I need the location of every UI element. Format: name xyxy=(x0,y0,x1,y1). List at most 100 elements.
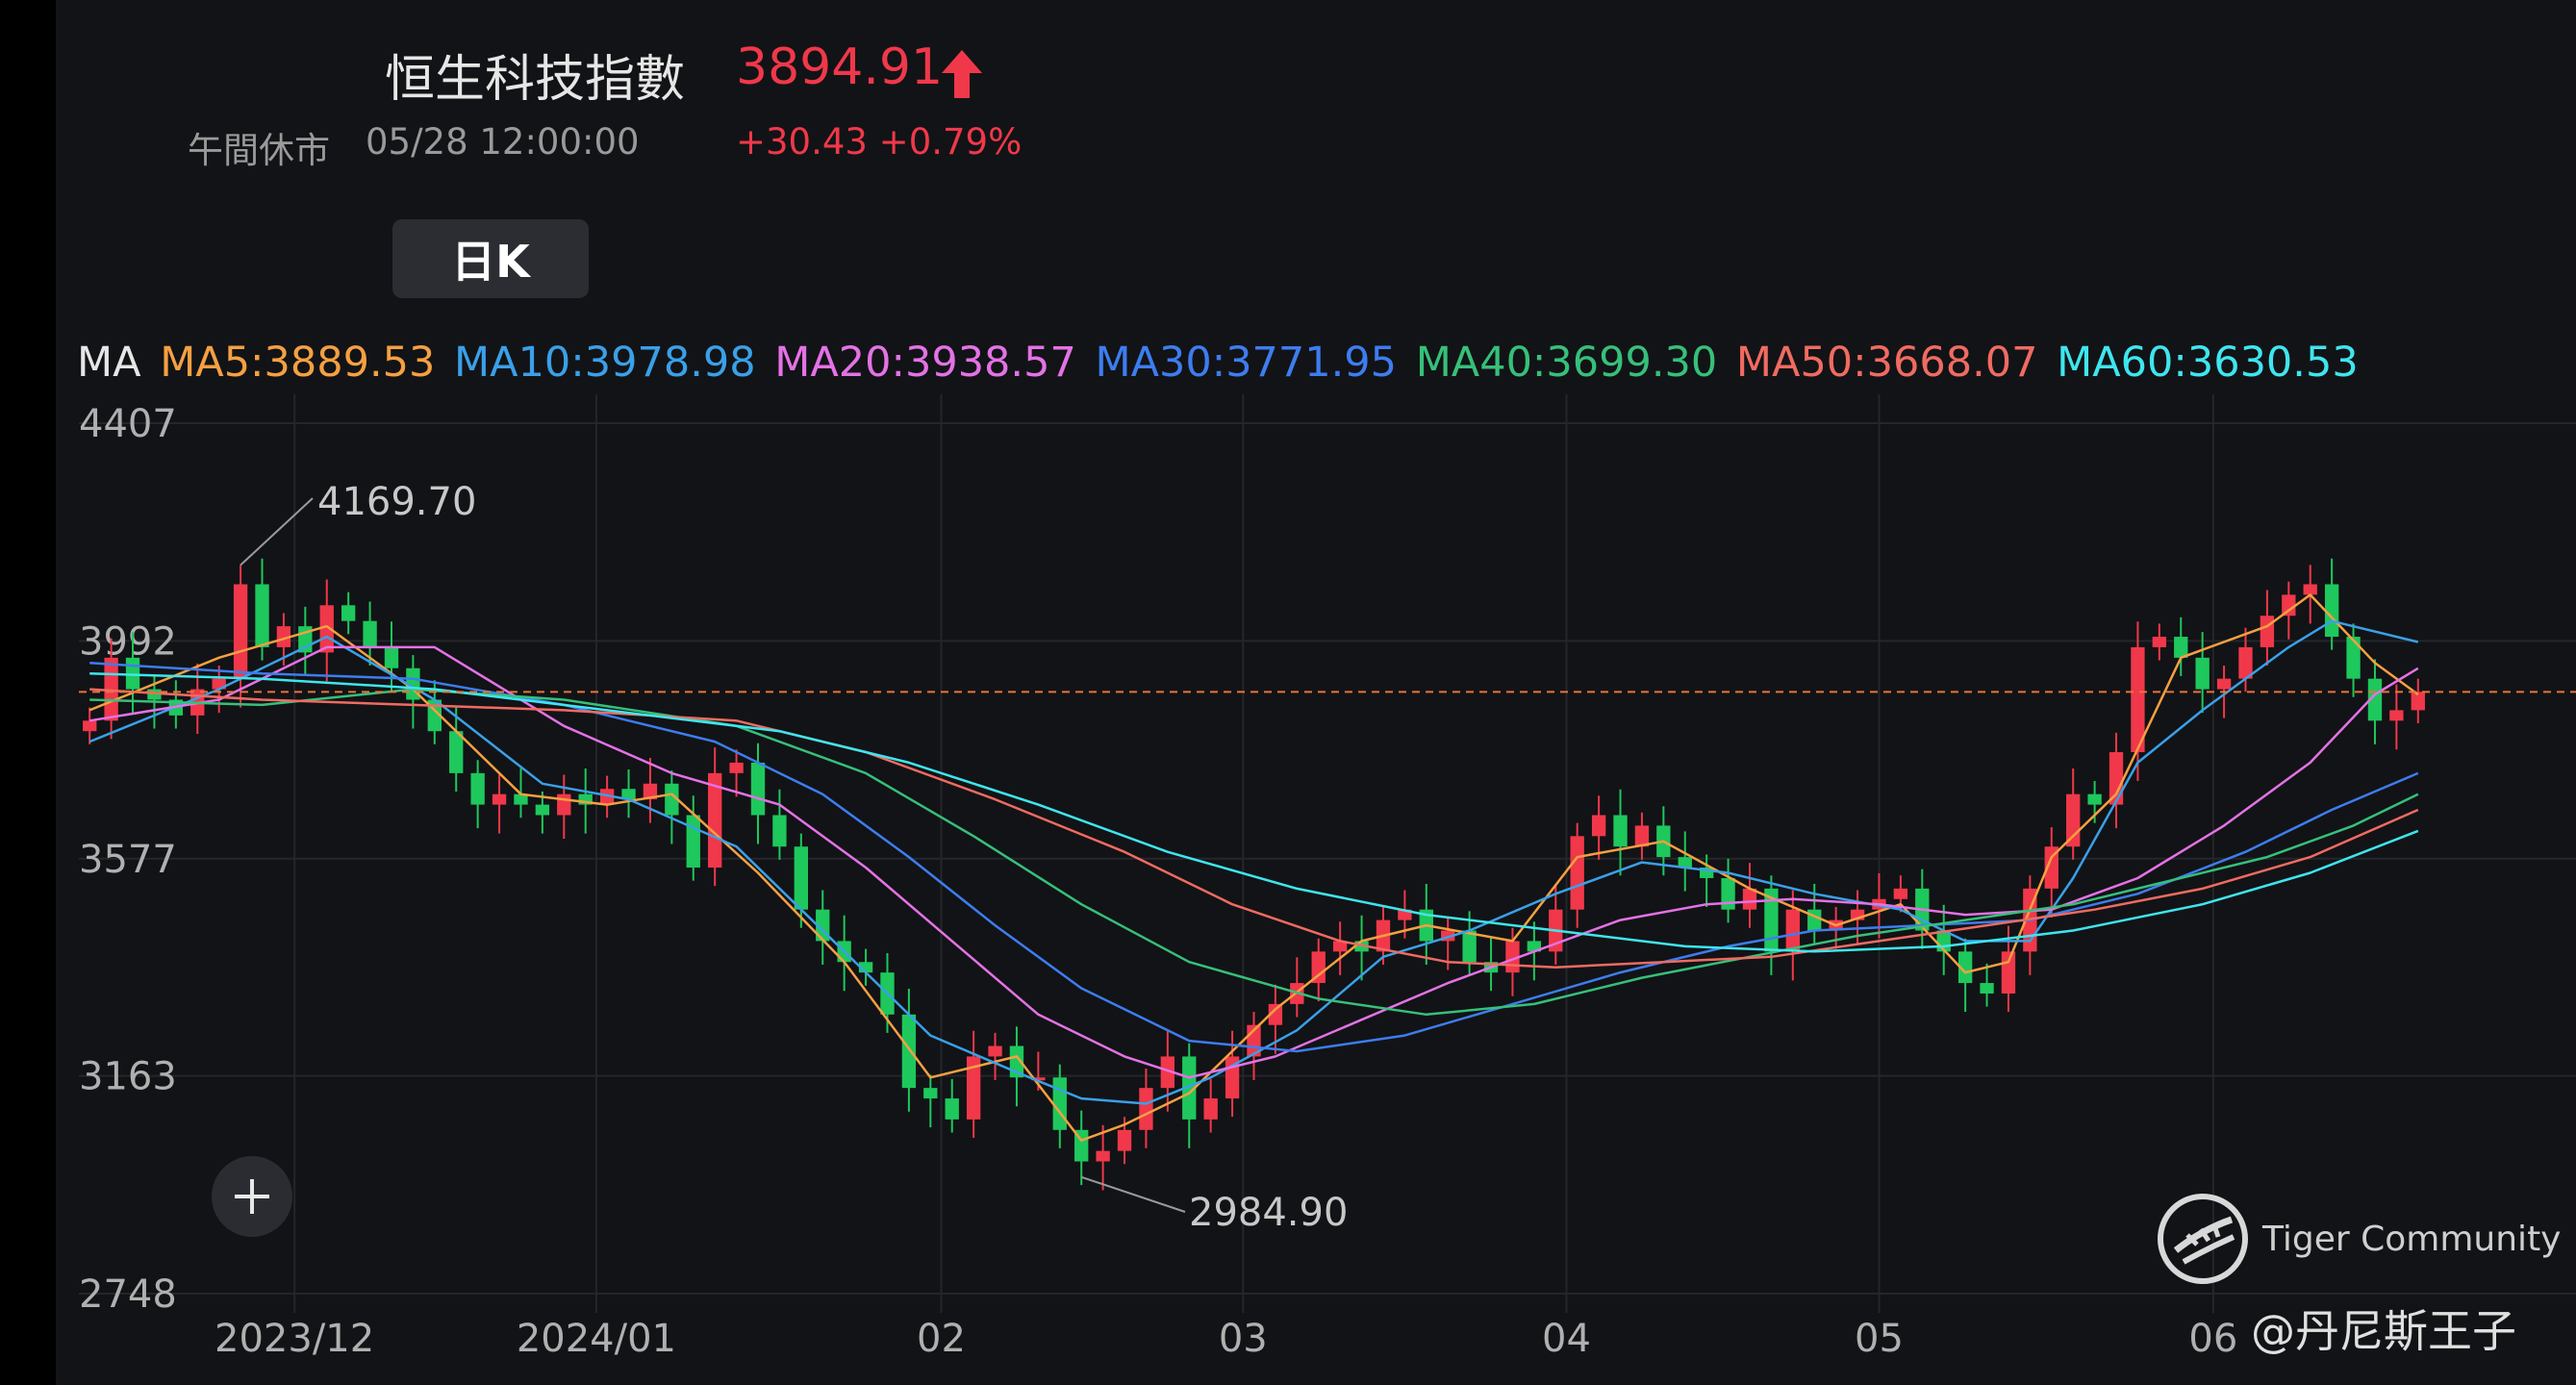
candle-body xyxy=(1031,1077,1046,1081)
ma-legend-title: MA xyxy=(77,339,141,387)
ma-legend: MA MA5:3889.53 MA10:3978.98 MA20:3938.57… xyxy=(77,339,2364,387)
candle-body xyxy=(470,772,485,805)
y-tick-label: 3577 xyxy=(79,838,177,882)
candle-body xyxy=(794,846,809,910)
candle-body xyxy=(599,789,615,805)
x-tick-label: 2023/12 xyxy=(215,1317,374,1361)
y-tick-label: 3163 xyxy=(79,1055,177,1099)
ma-legend-ma20: MA20:3938.57 xyxy=(774,339,1076,387)
candle-body xyxy=(1570,836,1584,910)
candle-body xyxy=(2216,678,2232,690)
candle-body xyxy=(1785,909,1800,952)
candle-body xyxy=(1332,941,1348,952)
candle-body xyxy=(1441,930,1455,942)
candle-body xyxy=(1957,951,1973,984)
candle-body xyxy=(255,584,269,647)
x-tick-label: 2024/01 xyxy=(517,1317,676,1361)
ma-legend-ma10: MA10:3978.98 xyxy=(454,339,756,387)
watermark-brand: Tiger Community xyxy=(2262,1220,2562,1259)
candle-body xyxy=(2044,846,2058,889)
candle-body xyxy=(665,783,679,816)
screen-edge xyxy=(0,0,56,1385)
y-tick-label: 2748 xyxy=(79,1272,177,1317)
ma-line-ma40 xyxy=(89,688,2419,1017)
candle-body xyxy=(1591,815,1606,837)
candle-body xyxy=(2260,616,2275,647)
candle-body xyxy=(1527,941,1542,952)
ma-line-ma30 xyxy=(89,662,2419,1053)
candle-body xyxy=(1096,1150,1110,1162)
candle-body xyxy=(319,605,334,653)
candle-body xyxy=(1807,909,1822,931)
candle-body xyxy=(2303,584,2317,595)
candle-body xyxy=(2152,637,2167,647)
add-indicator-button[interactable] xyxy=(212,1156,292,1237)
candle-body xyxy=(1462,930,1477,963)
up-arrow-icon xyxy=(942,50,982,98)
candle-body xyxy=(772,815,787,847)
candle-body xyxy=(1850,909,1865,920)
candle-body xyxy=(858,962,873,973)
candle-body xyxy=(2367,678,2383,721)
candle-body xyxy=(1117,1129,1132,1151)
candle-body xyxy=(621,789,636,800)
candle-body xyxy=(2411,692,2425,711)
candle-body xyxy=(514,793,528,805)
candle-body xyxy=(1160,1056,1175,1089)
candle-body xyxy=(1052,1077,1067,1130)
candle-body xyxy=(966,1056,981,1120)
candle-body xyxy=(557,793,571,816)
index-name: 恒生科技指數 xyxy=(385,51,686,109)
ma-legend-ma50: MA50:3668.07 xyxy=(1735,339,2038,387)
candle-body xyxy=(1613,815,1628,847)
candle-body xyxy=(1980,983,1994,994)
candle-body xyxy=(1311,951,1326,984)
plus-icon xyxy=(235,1179,269,1214)
tiger-logo-icon xyxy=(2158,1194,2248,1284)
candle-body xyxy=(1699,868,1714,878)
candle-body xyxy=(1268,1003,1283,1025)
candle-body xyxy=(2324,584,2339,638)
candle-body xyxy=(988,1045,1002,1057)
candle-body xyxy=(83,720,97,732)
candle-body xyxy=(901,1014,917,1089)
candle-body xyxy=(578,793,593,805)
candle-body xyxy=(2346,637,2361,679)
candle-body xyxy=(2109,752,2124,805)
candle-body xyxy=(686,815,700,869)
candle-body xyxy=(2282,594,2296,617)
candle-body xyxy=(2389,710,2404,721)
candle-body xyxy=(276,626,291,647)
y-tick-label: 3992 xyxy=(79,619,177,664)
candle-body xyxy=(1764,888,1779,952)
candle-body xyxy=(1182,1056,1197,1120)
price-change: +30.43 +0.79% xyxy=(736,121,1023,163)
x-tick-label: 05 xyxy=(1855,1317,1904,1361)
candle-body xyxy=(1742,888,1757,910)
ma-line-ma50 xyxy=(89,688,2419,969)
candle-body xyxy=(2066,793,2081,847)
low-leader-line xyxy=(1080,1175,1186,1213)
candle-body xyxy=(1893,888,1908,899)
candle-body xyxy=(492,793,507,805)
candle-body xyxy=(341,605,356,621)
candle-body xyxy=(384,646,399,668)
candle-body xyxy=(2195,657,2210,690)
ma-legend-ma5: MA5:3889.53 xyxy=(160,339,436,387)
candle-body xyxy=(363,620,377,647)
x-tick-label: 06 xyxy=(2188,1317,2237,1361)
y-tick-label: 4407 xyxy=(79,402,177,446)
period-daily-button[interactable]: 日K xyxy=(392,219,589,298)
candle-body xyxy=(945,1098,959,1120)
candle-body xyxy=(1139,1088,1153,1130)
ma-legend-ma40: MA40:3699.30 xyxy=(1415,339,1718,387)
candle-body xyxy=(2087,793,2102,805)
candle-body xyxy=(535,804,550,816)
candle-body xyxy=(1398,909,1412,920)
ma-legend-ma30: MA30:3771.95 xyxy=(1095,339,1398,387)
candle-body xyxy=(708,772,722,869)
candle-body xyxy=(233,584,248,679)
x-tick-label: 02 xyxy=(917,1317,966,1361)
ma-line-ma60 xyxy=(89,671,2419,953)
